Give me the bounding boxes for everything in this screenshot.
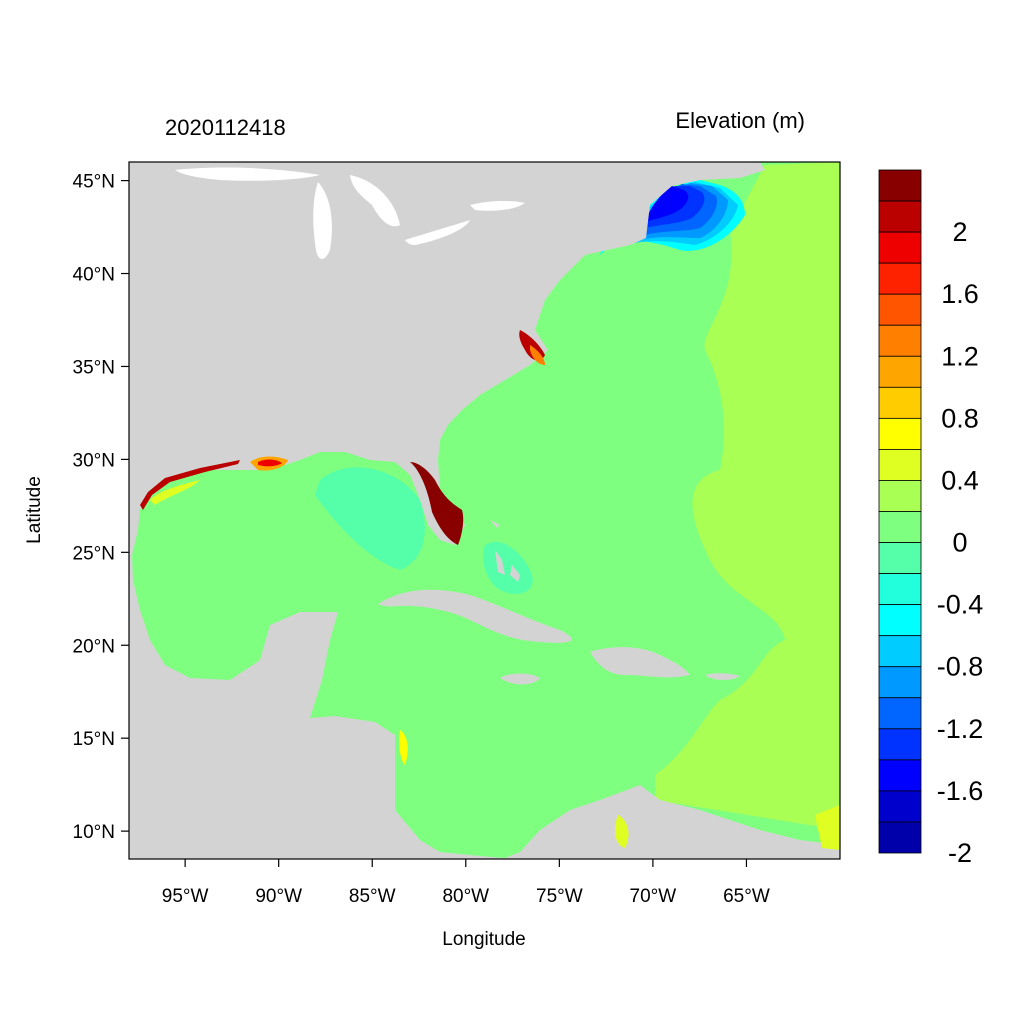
colorbar-bin <box>878 449 922 481</box>
florida-surge <box>410 462 464 545</box>
map-area <box>129 162 840 859</box>
cuba <box>378 589 572 643</box>
colorbar-bin <box>878 604 922 637</box>
y-tick-label: 45°N <box>73 172 115 193</box>
colorbar-label: -0.4 <box>937 590 984 620</box>
y-axis-label: Latitude <box>24 476 45 544</box>
colorbar-bin <box>878 293 922 326</box>
east-atlantic-yellow <box>815 805 840 850</box>
eastern-atlantic-region <box>655 162 840 830</box>
colorbar-bin <box>878 573 922 606</box>
colorbar-bin <box>878 324 922 357</box>
coastal-surge <box>140 330 840 850</box>
colorbar-bin <box>878 480 922 512</box>
map-date-title: 2020112418 <box>165 115 286 140</box>
colorbar-bin <box>878 821 922 854</box>
texas-coast-surge <box>140 460 240 510</box>
y-axis-ticks: 45°N 40°N 35°N 30°N 25°N 20°N 15°N 10°N <box>73 172 129 843</box>
x-axis-ticks: 95°W 90°W 85°W 80°W 75°W 70°W 65°W <box>162 859 770 907</box>
gulf-negative-zone <box>315 467 425 570</box>
lake-michigan <box>313 182 332 259</box>
land <box>129 162 840 859</box>
colorbar-bin <box>878 355 922 388</box>
x-tick-label: 65°W <box>723 886 770 907</box>
gulf-coast-yellow <box>150 480 200 505</box>
lake-huron <box>350 175 400 227</box>
x-tick-label: 85°W <box>349 886 396 907</box>
y-tick-label: 30°N <box>73 450 115 471</box>
colorbar-label: 2 <box>952 217 967 247</box>
colorbar-label: 1.2 <box>941 341 979 371</box>
bahamas-islands <box>490 520 520 582</box>
colorbar-label: -2 <box>948 838 972 868</box>
colorbar-bin <box>878 697 922 730</box>
colorbar-bin <box>878 790 922 823</box>
colorbar-bin <box>878 728 922 761</box>
north-america-landmass <box>129 162 840 859</box>
colorbar-label: 0 <box>952 528 967 558</box>
lake-erie <box>405 220 470 245</box>
colorbar-bin <box>878 511 922 543</box>
variable-title: Elevation (m) <box>675 108 805 133</box>
colorbar-bin <box>878 386 922 419</box>
colorbar-bin <box>878 759 922 792</box>
x-tick-label: 80°W <box>442 886 489 907</box>
great-lakes <box>175 167 525 259</box>
hispaniola <box>590 647 690 678</box>
colorbar-bin <box>878 231 922 264</box>
colorbar-bin <box>878 169 922 202</box>
map-frame <box>128 161 841 860</box>
colorbar-label: -0.8 <box>937 652 984 682</box>
colorbar-bin <box>878 666 922 699</box>
colorbar: 2 1.6 1.2 0.8 0.4 0 -0.4 -0.8 -1.2 -1.6 -2 <box>878 169 984 868</box>
colorbar-bin <box>878 262 922 295</box>
gulf-of-maine-surge <box>600 180 745 255</box>
x-axis-label: Longitude <box>442 929 525 950</box>
bahamas-negative-zone <box>483 541 533 594</box>
louisiana-surge-red <box>258 459 282 467</box>
y-tick-label: 35°N <box>73 357 115 378</box>
colorbar-label: -1.6 <box>937 776 984 806</box>
central-america-yellow <box>399 730 408 765</box>
lake-superior <box>175 167 320 181</box>
colorbar-bin <box>878 417 922 450</box>
y-tick-label: 10°N <box>73 822 115 843</box>
jamaica <box>500 673 540 685</box>
x-tick-label: 70°W <box>630 886 677 907</box>
colorbar-label: 1.6 <box>941 279 979 309</box>
x-tick-label: 75°W <box>536 886 583 907</box>
colorbar-bin <box>878 542 922 574</box>
colombia-yellow <box>614 815 629 848</box>
colorbar-bin <box>878 200 922 233</box>
x-tick-label: 90°W <box>255 886 302 907</box>
lake-ontario <box>470 200 525 211</box>
y-tick-label: 20°N <box>73 636 115 657</box>
colorbar-label: 0.4 <box>941 465 979 495</box>
y-tick-label: 15°N <box>73 729 115 750</box>
colorbar-label: 0.8 <box>941 403 979 433</box>
colorbar-label: -1.2 <box>937 714 984 744</box>
colorbar-bin <box>878 635 922 668</box>
y-tick-label: 40°N <box>73 265 115 286</box>
y-tick-label: 25°N <box>73 543 115 564</box>
puerto-rico <box>705 673 740 680</box>
x-tick-label: 95°W <box>162 886 209 907</box>
carolina-surge-orange <box>530 345 545 365</box>
